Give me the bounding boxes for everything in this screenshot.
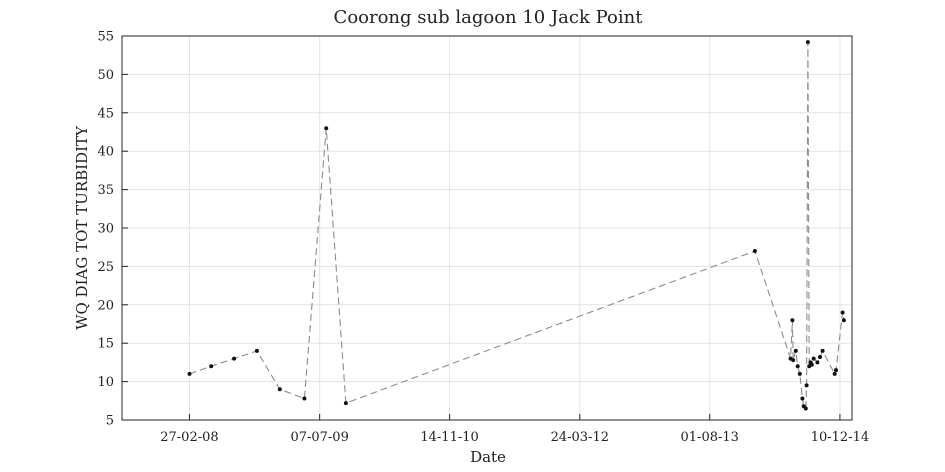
x-tick-label: 10-12-14	[811, 430, 869, 445]
data-point	[752, 249, 757, 253]
data-point	[834, 368, 838, 373]
data-point	[820, 348, 825, 353]
data-point	[209, 364, 214, 369]
y-tick-label: 20	[97, 298, 114, 313]
x-tick-label: 24-03-12	[551, 430, 609, 445]
data-point	[790, 318, 795, 323]
y-tick-label: 10	[97, 375, 114, 390]
data-point	[232, 356, 237, 361]
x-tick-label: 01-08-13	[681, 430, 739, 445]
y-tick-label: 25	[97, 260, 114, 275]
data-point	[804, 383, 809, 388]
x-axis-label: Date	[470, 448, 506, 466]
data-point	[254, 348, 259, 353]
x-tick-label: 27-02-08	[160, 430, 218, 445]
data-point	[841, 318, 846, 323]
data-point	[793, 348, 798, 353]
data-point	[811, 356, 816, 361]
y-axis-label: WQ DIAG TOT TURBIDITY	[73, 125, 91, 330]
data-point	[302, 396, 307, 401]
x-tick-label: 07-07-09	[290, 430, 348, 445]
y-tick-label: 55	[97, 30, 114, 45]
data-point	[818, 355, 822, 359]
data-point	[791, 358, 796, 363]
data-point	[805, 40, 810, 45]
y-tick-label: 35	[97, 183, 114, 198]
y-tick-label: 45	[97, 106, 114, 121]
data-point	[324, 126, 329, 131]
data-point	[187, 371, 192, 376]
data-point	[803, 406, 808, 411]
data-point	[832, 371, 837, 376]
y-tick-label: 40	[97, 145, 114, 160]
data-point	[800, 396, 805, 401]
y-tick-label: 50	[97, 68, 114, 83]
chart-title: Coorong sub lagoon 10 Jack Point	[334, 7, 644, 28]
data-point	[343, 401, 348, 406]
data-point	[840, 310, 845, 315]
x-tick-label: 14-11-10	[420, 430, 478, 445]
data-point	[809, 362, 814, 367]
data-point	[277, 387, 282, 392]
y-tick-label: 30	[97, 222, 114, 237]
data-point	[797, 371, 802, 376]
y-axis-ticks: 5 10 15 20 25 30 35 40 45 50 55	[97, 30, 128, 429]
series-group	[187, 40, 846, 411]
data-point	[795, 364, 800, 369]
x-axis-ticks: 27-02-08 07-07-09 14-11-10 24-03-12 01-08-13…	[160, 414, 869, 445]
y-tick-label: 15	[97, 337, 114, 352]
y-tick-label: 5	[106, 414, 114, 429]
data-point	[815, 360, 820, 365]
